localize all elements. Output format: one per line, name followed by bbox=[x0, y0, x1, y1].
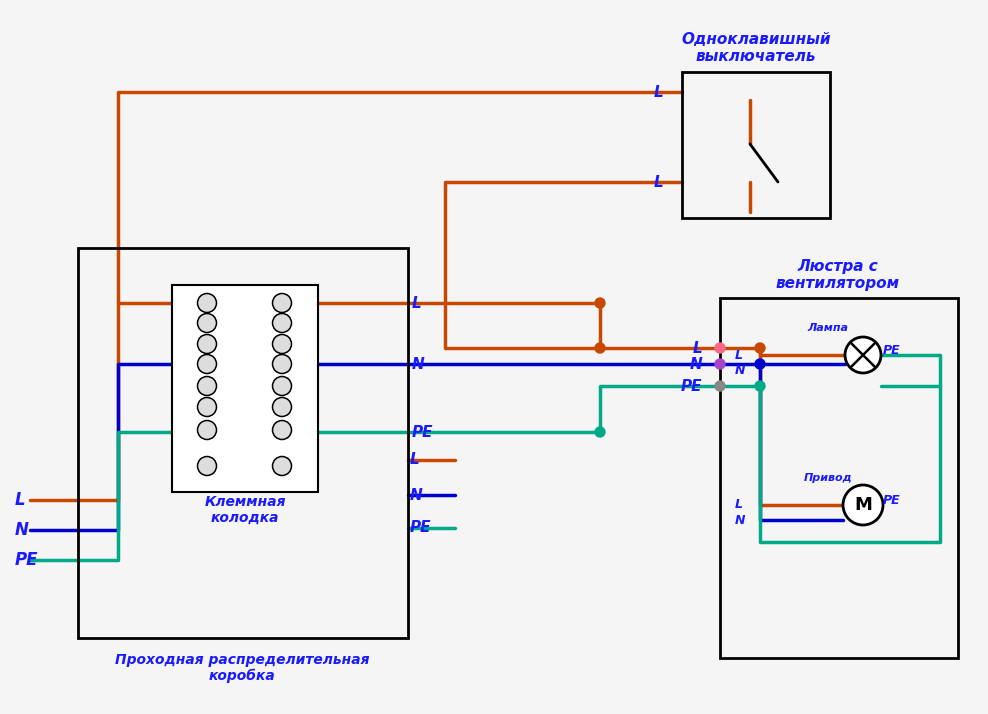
Circle shape bbox=[273, 354, 291, 373]
Text: L: L bbox=[412, 296, 422, 311]
Text: Одноклавишный
выключатель: Одноклавишный выключатель bbox=[682, 32, 831, 64]
Circle shape bbox=[273, 376, 291, 396]
Text: L: L bbox=[15, 491, 26, 509]
Circle shape bbox=[843, 485, 883, 525]
Text: L: L bbox=[735, 498, 743, 511]
Circle shape bbox=[198, 334, 216, 353]
Circle shape bbox=[715, 359, 725, 369]
Circle shape bbox=[198, 354, 216, 373]
Text: N: N bbox=[412, 356, 425, 371]
Circle shape bbox=[198, 421, 216, 440]
Text: L: L bbox=[410, 453, 420, 468]
Circle shape bbox=[845, 337, 881, 373]
Circle shape bbox=[715, 343, 725, 353]
Circle shape bbox=[595, 427, 605, 437]
Circle shape bbox=[755, 343, 765, 353]
Circle shape bbox=[273, 334, 291, 353]
Text: N: N bbox=[690, 356, 702, 371]
Text: PE: PE bbox=[15, 551, 39, 569]
Text: PE: PE bbox=[412, 425, 434, 440]
Text: Привод: Привод bbox=[803, 473, 853, 483]
Text: L: L bbox=[653, 174, 663, 189]
Bar bbox=[78, 248, 408, 638]
Circle shape bbox=[755, 359, 765, 369]
Circle shape bbox=[273, 313, 291, 333]
Text: L: L bbox=[653, 84, 663, 99]
Text: M: M bbox=[854, 496, 872, 514]
Text: L: L bbox=[735, 348, 743, 361]
Circle shape bbox=[198, 293, 216, 313]
Circle shape bbox=[273, 293, 291, 313]
Circle shape bbox=[198, 376, 216, 396]
Circle shape bbox=[715, 381, 725, 391]
Text: PE: PE bbox=[410, 521, 432, 536]
Circle shape bbox=[755, 381, 765, 391]
Circle shape bbox=[198, 456, 216, 476]
Circle shape bbox=[273, 398, 291, 416]
Text: PE: PE bbox=[883, 495, 901, 508]
Bar bbox=[720, 298, 958, 658]
Circle shape bbox=[595, 343, 605, 353]
Text: Люстра с
вентилятором: Люстра с вентилятором bbox=[776, 258, 900, 291]
Text: N: N bbox=[410, 488, 423, 503]
Text: Проходная распределительная
коробка: Проходная распределительная коробка bbox=[115, 653, 370, 683]
Text: N: N bbox=[15, 521, 29, 539]
Text: Клеммная
колодка: Клеммная колодка bbox=[205, 495, 286, 525]
Bar bbox=[172, 285, 318, 492]
Circle shape bbox=[273, 456, 291, 476]
Text: PE: PE bbox=[681, 378, 702, 393]
Circle shape bbox=[198, 313, 216, 333]
Circle shape bbox=[595, 298, 605, 308]
Text: Лампа: Лампа bbox=[807, 323, 849, 333]
Text: L: L bbox=[693, 341, 702, 356]
Text: N: N bbox=[735, 513, 746, 526]
Circle shape bbox=[273, 421, 291, 440]
Bar bbox=[682, 72, 830, 218]
Text: PE: PE bbox=[883, 343, 901, 356]
Circle shape bbox=[198, 398, 216, 416]
Text: N: N bbox=[735, 363, 746, 376]
